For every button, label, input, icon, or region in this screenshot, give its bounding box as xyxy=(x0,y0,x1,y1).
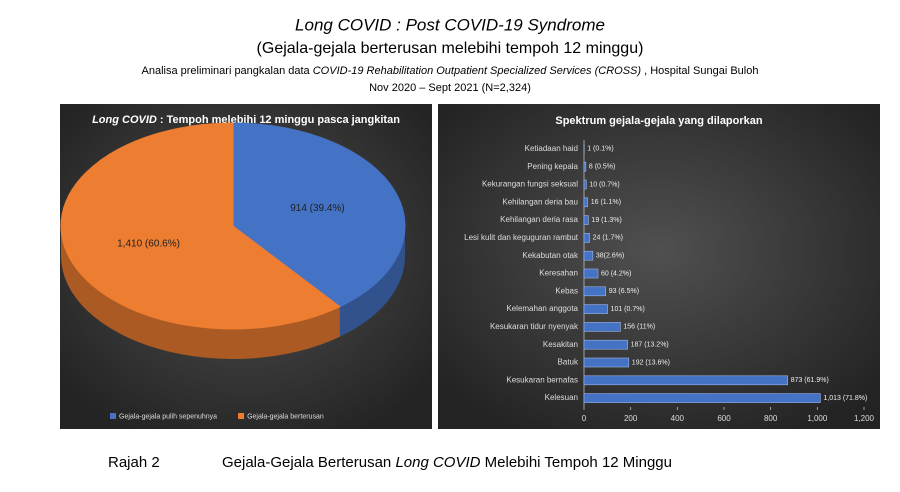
y-tick-label: Kelemahan anggota xyxy=(506,304,578,313)
pie-slice xyxy=(60,122,341,330)
bar xyxy=(583,286,607,297)
source: Analisa preliminari pangkalan data COVID… xyxy=(142,65,759,77)
y-tick-label: Batuk xyxy=(558,358,579,367)
slice-side xyxy=(61,226,340,359)
y-tick-label: Kesukaran bernafas xyxy=(506,375,578,384)
data-label: 192 (13.6%) xyxy=(632,359,670,366)
data-label: 38(2.6%) xyxy=(596,253,624,260)
bar xyxy=(583,215,589,225)
bar xyxy=(583,357,630,368)
y-tick-label: Pening kepala xyxy=(527,162,578,171)
y-tick-label: Kekurangan fungsi seksual xyxy=(482,180,578,189)
data-label: 60 (4.2%) xyxy=(601,270,631,277)
data-label: 1,410 (60.6%) xyxy=(117,238,180,249)
data-label: 873 (61.9%) xyxy=(791,377,829,384)
title-part: : Tempoh melebihi 12 minggu pasca jangki… xyxy=(157,114,400,126)
x-tick-label: 0 xyxy=(582,414,587,423)
period: Nov 2020 – Sept 2021 (N=2,324) xyxy=(369,82,531,94)
data-label: 1 (0.1%) xyxy=(587,146,613,153)
source-part: , Hospital Sungai Buloh xyxy=(641,65,758,77)
y-tick-label: Keresahan xyxy=(539,269,578,278)
caption-text: Gejala-Gejala Berterusan Long COVID Mele… xyxy=(222,454,672,471)
legend-swatch xyxy=(110,413,116,419)
bar xyxy=(583,268,599,279)
legend-label: Gejala-gejala pulih sepenuhnya xyxy=(119,413,217,420)
chart-title: Spektrum gejala-gejala yang dilaporkan xyxy=(555,115,763,127)
y-tick-label: Kekabutan otak xyxy=(522,251,579,260)
y-tick-label: Lesi kulit dan keguguran rambut xyxy=(464,233,579,242)
data-label: 8 (0.5%) xyxy=(589,164,615,171)
bar xyxy=(583,375,788,386)
title-part: Long COVID xyxy=(92,114,157,126)
bar xyxy=(583,304,608,314)
data-label: 24 (1.7%) xyxy=(593,235,623,242)
x-tick-label: 800 xyxy=(764,414,778,423)
y-tick-label: Kebas xyxy=(555,286,578,295)
page-subtitle: (Gejala-gejala berterusan melebihi tempo… xyxy=(257,40,644,57)
caption-number: Rajah 2 xyxy=(108,454,160,471)
bar-panel xyxy=(438,104,880,429)
caption-part: Long COVID xyxy=(395,454,480,471)
data-label: 1,013 (71.8%) xyxy=(823,395,867,402)
x-tick-label: 1,200 xyxy=(854,414,875,423)
y-tick-label: Kehilangan deria rasa xyxy=(500,215,578,224)
data-label: 93 (6.5%) xyxy=(609,288,639,295)
legend-label: Gejala-gejala berterusan xyxy=(247,413,324,420)
bar xyxy=(583,339,628,350)
data-label: 19 (1.3%) xyxy=(591,217,621,224)
bar xyxy=(583,250,594,261)
data-label: 156 (11%) xyxy=(623,324,655,331)
caption-part: Melebihi Tempoh 12 Minggu xyxy=(480,454,672,471)
data-label: 101 (0.7%) xyxy=(611,306,645,313)
source-part: COVID-19 Rehabilitation Outpatient Speci… xyxy=(313,65,642,77)
bar xyxy=(583,393,821,403)
data-label: 914 (39.4%) xyxy=(290,203,344,214)
y-tick-label: Kesukaran tidur nyenyak xyxy=(490,322,579,331)
slice-side xyxy=(339,226,405,337)
data-label: 10 (0.7%) xyxy=(589,181,619,188)
y-tick-label: Kehilangan deria bau xyxy=(502,197,578,206)
x-tick-label: 400 xyxy=(671,414,685,423)
y-tick-label: Kelesuan xyxy=(545,393,578,402)
bar xyxy=(583,179,587,190)
pie-slice xyxy=(232,122,406,308)
data-label: 187 (13.2%) xyxy=(631,342,669,349)
y-tick-label: Ketiadaan haid xyxy=(525,144,578,153)
x-tick-label: 200 xyxy=(624,414,638,423)
x-tick-label: 600 xyxy=(717,414,731,423)
page-title: Long COVID : Post COVID-19 Syndrome xyxy=(295,15,605,34)
data-label: 16 (1.1%) xyxy=(591,199,621,206)
caption-part: Gejala-Gejala Berterusan xyxy=(222,454,395,471)
bar xyxy=(583,197,589,208)
legend-swatch xyxy=(238,413,245,419)
bar xyxy=(583,322,621,332)
bar xyxy=(583,161,587,172)
x-tick-label: 1,000 xyxy=(807,414,828,423)
bar xyxy=(583,233,590,243)
y-tick-label: Kesakitan xyxy=(543,340,578,349)
source-part: Analisa preliminari pangkalan data xyxy=(142,65,313,77)
